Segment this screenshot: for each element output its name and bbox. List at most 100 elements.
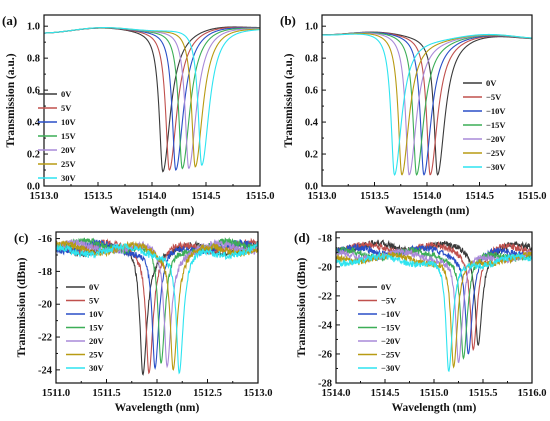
legend-label: 0V [89, 282, 100, 292]
x-axis-label: Wavelength (nm) [110, 205, 195, 217]
y-tick-label: -22 [38, 333, 52, 344]
series-line-6 [56, 241, 258, 375]
legend-label: 15V [61, 131, 77, 141]
legend: 0V −5V −10V −15V −20V −25V −30V [463, 78, 506, 172]
legend-label: 20V [89, 336, 105, 346]
x-tick-label: 1513.5 [84, 191, 113, 202]
legend-label: −30V [381, 363, 401, 373]
legend-label: 0V [381, 282, 392, 292]
x-axis-label: Wavelength (nm) [385, 205, 470, 217]
panel-1: 1513.0 1513.5 1514.0 1514.5 1515.0 0.0 0.2 0.4 0… [280, 13, 546, 217]
y-tick-label: -18 [318, 233, 332, 244]
y-tick-label: 0.6 [305, 86, 318, 97]
x-tick-label: 1511.0 [42, 388, 70, 399]
legend-label: −15V [381, 323, 401, 333]
y-tick-label: 0.0 [305, 182, 318, 193]
series-group [336, 239, 532, 372]
panel-label: (a) [2, 13, 17, 28]
y-tick-label: 0.2 [27, 150, 40, 161]
legend-label: 5V [61, 103, 72, 113]
series-group [56, 236, 258, 376]
panel-3: 1514.0 1514.5 1515.0 1515.5 1516.0 -28 -26 -24 -… [294, 230, 546, 414]
series-group [322, 31, 532, 176]
legend-label: 10V [61, 117, 77, 127]
x-tick-label: 1512.5 [193, 388, 222, 399]
y-tick-label: -16 [38, 234, 52, 245]
legend-label: −25V [381, 350, 401, 360]
x-tick-label: 1514.0 [138, 191, 167, 202]
y-tick-label: -22 [318, 291, 332, 302]
x-tick-label: 1512.0 [143, 388, 172, 399]
x-tick-label: 1515.0 [420, 388, 449, 399]
x-tick-label: 1514.0 [413, 191, 442, 202]
x-tick-label: 1514.5 [371, 388, 400, 399]
legend-label: 0V [61, 89, 72, 99]
x-tick-label: 1514.0 [322, 388, 351, 399]
legend-label: 0V [486, 78, 497, 88]
y-tick-label: 1.0 [27, 22, 40, 33]
y-tick-label: -18 [38, 267, 52, 278]
legend-label: −10V [381, 309, 401, 319]
legend: 0V 5V 10V 15V 20V 25V 30V [66, 282, 105, 373]
legend-label: −5V [486, 92, 502, 102]
legend-label: 30V [89, 363, 105, 373]
y-tick-label: -20 [318, 262, 332, 273]
panel-label: (d) [294, 230, 310, 245]
legend-label: 25V [61, 159, 77, 169]
x-tick-label: 1513.5 [360, 191, 389, 202]
legend-label: 25V [89, 350, 105, 360]
x-tick-label: 1515.0 [246, 191, 275, 202]
x-tick-label: 1515.5 [469, 388, 498, 399]
legend-label: −10V [486, 106, 506, 116]
x-tick-label: 1514.5 [192, 191, 221, 202]
legend-label: −20V [486, 134, 506, 144]
legend-label: 30V [61, 173, 77, 183]
y-tick-label: -24 [38, 365, 53, 376]
legend-label: −15V [486, 120, 506, 130]
legend-label: 5V [89, 296, 100, 306]
panel-2: 1511.0 1511.5 1512.0 1512.5 1513.0 -24 -22 -20 -… [14, 230, 272, 414]
series-line-1 [336, 240, 532, 352]
x-tick-label: 1511.5 [92, 388, 120, 399]
legend-label: 15V [89, 323, 105, 333]
x-tick-label: 1515.0 [518, 191, 547, 202]
y-tick-label: 0.0 [27, 182, 40, 193]
panel-label: (c) [14, 230, 28, 245]
series-group [44, 26, 260, 173]
x-tick-label: 1513.0 [244, 388, 273, 399]
x-tick-label: 1516.0 [518, 388, 547, 399]
y-tick-label: 1.0 [305, 22, 318, 33]
x-tick-label: 1514.5 [465, 191, 494, 202]
series-line-6 [336, 251, 532, 372]
y-tick-label: 0.4 [27, 118, 41, 129]
y-tick-label: -24 [318, 320, 333, 331]
y-axis-label: Transmission (a.u.) [283, 53, 295, 147]
series-line-0 [44, 26, 260, 173]
legend-label: −25V [486, 148, 506, 158]
x-tick-label: 1513.0 [308, 191, 337, 202]
y-axis-label: Transmission (dBm) [296, 257, 308, 357]
series-line-2 [336, 242, 532, 355]
series-line-5 [336, 251, 532, 369]
legend-label: −20V [381, 336, 401, 346]
x-axis-label: Wavelength (nm) [115, 402, 200, 414]
legend: 0V 5V 10V 15V 20V 25V 30V [38, 89, 77, 183]
y-tick-label: -26 [318, 349, 332, 360]
panel-label: (b) [280, 13, 296, 28]
y-tick-label: -28 [318, 379, 332, 390]
y-tick-label: 0.4 [305, 118, 319, 129]
legend-label: −30V [486, 162, 506, 172]
series-line-6 [322, 33, 532, 176]
legend-label: 20V [61, 145, 77, 155]
legend-label: 10V [89, 309, 105, 319]
y-tick-label: 0.2 [305, 150, 318, 161]
series-line-6 [44, 27, 260, 167]
legend-label: −5V [381, 296, 397, 306]
x-tick-label: 1513.0 [30, 191, 59, 202]
y-tick-label: 0.8 [27, 54, 40, 65]
y-axis-label: Transmission (a.u.) [5, 53, 17, 147]
x-axis-label: Wavelength (nm) [392, 402, 477, 414]
panel-0: 1513.0 1513.5 1514.0 1514.5 1515.00.00.20.40… [2, 13, 274, 217]
legend: 0V −5V −10V −15V −20V −25V −30V [358, 282, 401, 373]
